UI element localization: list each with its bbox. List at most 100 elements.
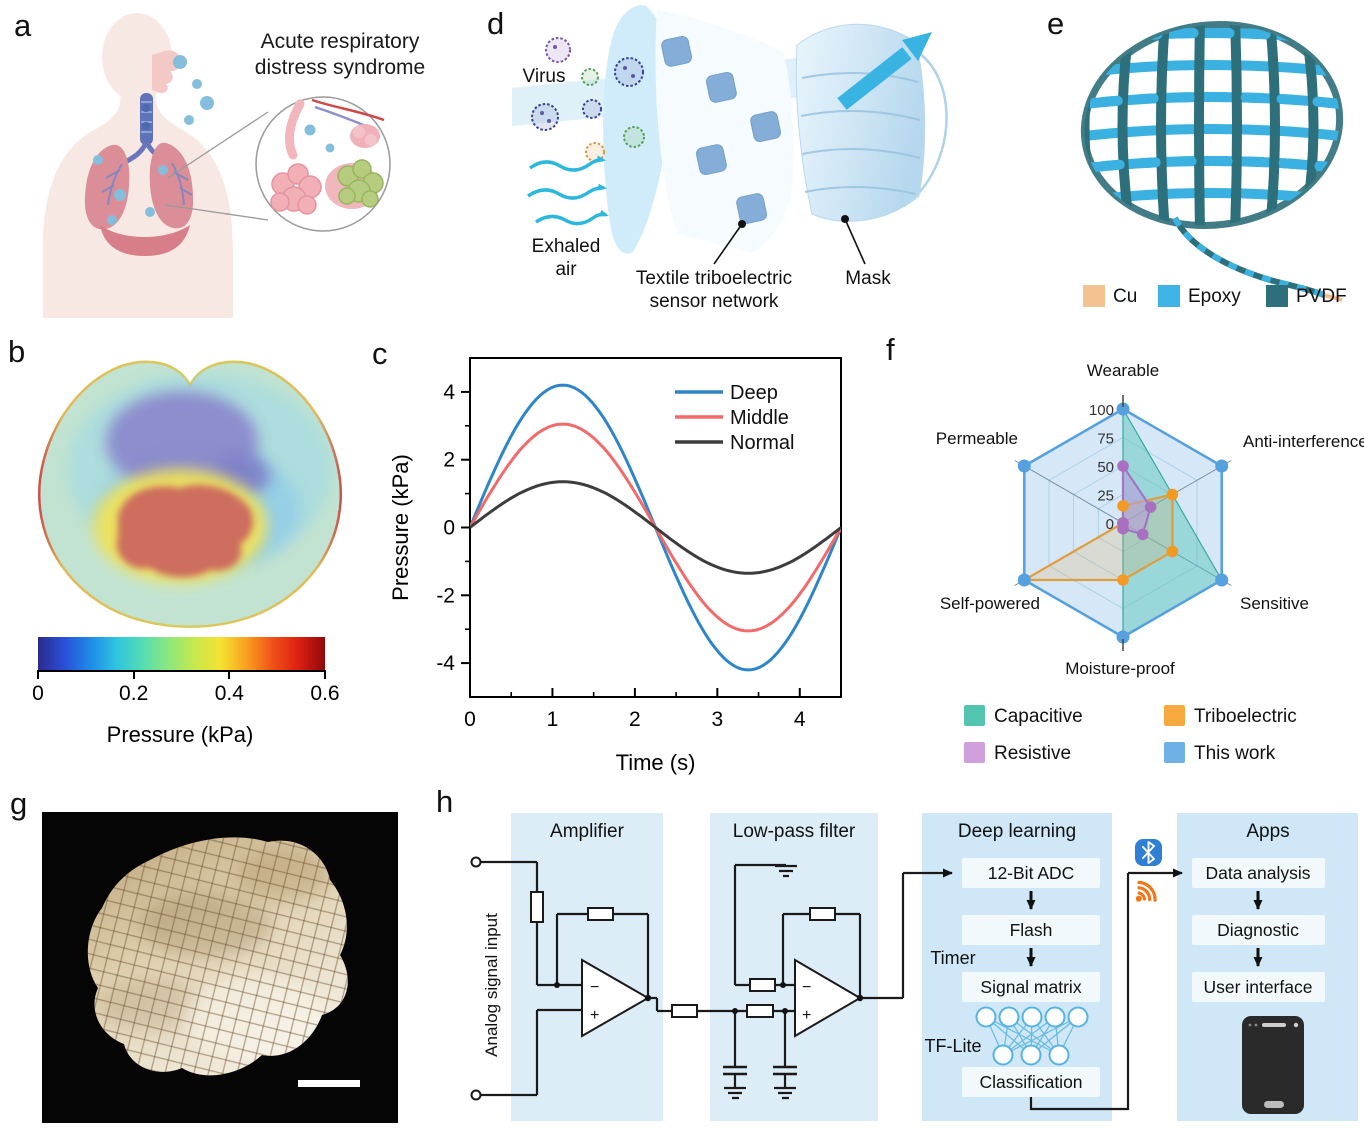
radar-dot bbox=[1117, 500, 1129, 512]
panel-label-c: c bbox=[372, 336, 388, 371]
filter-layer bbox=[603, 5, 671, 254]
scale-bar bbox=[298, 1080, 360, 1087]
radar-dot bbox=[1215, 459, 1229, 473]
panel-label-a: a bbox=[14, 8, 32, 43]
radar-dot bbox=[1117, 517, 1129, 529]
radar-dot bbox=[1166, 488, 1179, 501]
flash-box: Flash bbox=[1010, 920, 1053, 940]
bluetooth-icon bbox=[1135, 839, 1162, 866]
pressure-map bbox=[37, 360, 343, 628]
opamp2-plus: + bbox=[802, 1007, 811, 1024]
legend-label: Normal bbox=[730, 432, 794, 454]
panel-g-photo bbox=[42, 812, 398, 1123]
opamp-icon: − + − + bbox=[581, 958, 862, 1038]
y-axis-label: Pressure (kPa) bbox=[388, 454, 413, 601]
apps-title: Apps bbox=[1246, 821, 1289, 842]
cu-swatch bbox=[1083, 285, 1105, 307]
colorbar-tick-label: 0.6 bbox=[310, 682, 340, 705]
legend-label: Resistive bbox=[994, 743, 1071, 764]
colorbar-tick-label: 0 bbox=[32, 682, 44, 705]
colorbar-tick bbox=[324, 670, 326, 679]
capacitors bbox=[723, 1065, 797, 1076]
lowpass-title: Low-pass filter bbox=[733, 821, 856, 842]
x-tick-label: 3 bbox=[711, 708, 723, 731]
radar-spoke bbox=[1014, 460, 1124, 524]
virus-dots bbox=[540, 45, 635, 123]
radar-tick-label: 75 bbox=[1097, 431, 1114, 448]
colorbar-tick bbox=[37, 670, 39, 679]
y-tick-label: 4 bbox=[443, 381, 455, 404]
legend-label: Capacitive bbox=[994, 706, 1083, 727]
legend-swatch bbox=[964, 705, 985, 726]
epoxy-label: Epoxy bbox=[1188, 286, 1241, 307]
panel-label-h: h bbox=[436, 784, 454, 819]
ear-loop bbox=[913, 48, 948, 197]
radar-axis-label: Sensitive bbox=[1240, 594, 1309, 613]
sensor-lead-wire bbox=[1172, 216, 1343, 302]
radar-dot bbox=[1017, 459, 1031, 473]
circuit-wires bbox=[480, 860, 1183, 1111]
exhaled-air-arrows bbox=[527, 155, 609, 226]
radar-dot bbox=[1215, 573, 1229, 587]
legend-label: Deep bbox=[730, 382, 778, 404]
panel-label-e: e bbox=[1047, 6, 1065, 41]
human-body-icon bbox=[43, 13, 233, 318]
epoxy-swatch bbox=[1158, 285, 1180, 307]
virus-icon bbox=[93, 55, 214, 225]
panel-label-f: f bbox=[886, 332, 895, 367]
neural-network-icon bbox=[975, 1006, 1089, 1066]
signal-matrix-box: Signal matrix bbox=[980, 977, 1081, 997]
x-tick-label: 1 bbox=[547, 708, 559, 731]
legend-swatch bbox=[1164, 742, 1185, 763]
virus-label: Virus bbox=[523, 66, 566, 87]
classification-box: Classification bbox=[979, 1072, 1082, 1092]
sensor-network-label-line2: sensor network bbox=[650, 291, 779, 312]
opamp1-plus: + bbox=[590, 1007, 599, 1024]
exhaled-air-label-line2: air bbox=[555, 259, 577, 280]
radar-dot bbox=[1116, 630, 1130, 644]
panel-b: 0 0.2 0.4 0.6 Pressure (kPa) bbox=[0, 330, 430, 780]
radar-tick-label: 25 bbox=[1097, 488, 1114, 505]
sensor-textile-layer bbox=[655, 10, 795, 253]
legend-swatch bbox=[964, 742, 985, 763]
colorbar-tick bbox=[228, 670, 231, 679]
opamp1-minus: − bbox=[590, 979, 599, 996]
resistors bbox=[530, 891, 836, 1018]
line-series-normal bbox=[470, 480, 841, 575]
deep-learning-title: Deep learning bbox=[958, 821, 1076, 842]
panel-a-caption-line1: Acute respiratory bbox=[261, 30, 420, 53]
y-tick-label: 0 bbox=[443, 517, 455, 540]
x-tick-label: 4 bbox=[794, 708, 806, 731]
tf-lite-label: TF-Lite bbox=[924, 1036, 981, 1056]
wireless-signal-icon bbox=[1135, 880, 1157, 902]
legend-label: Triboelectric bbox=[1194, 706, 1297, 727]
ground-icon bbox=[724, 864, 797, 1100]
y-tick-label: 2 bbox=[443, 449, 455, 472]
woven-sensor-dome bbox=[1072, 13, 1352, 302]
x-axis-label: Time (s) bbox=[616, 750, 696, 775]
radar-axis-label: Permeable bbox=[936, 429, 1018, 448]
radar-axis-label: Self-powered bbox=[940, 594, 1040, 613]
apps-pipeline: Data analysis Diagnostic User interface bbox=[1192, 858, 1325, 1114]
pvdf-swatch bbox=[1266, 285, 1288, 307]
user-interface-box: User interface bbox=[1204, 977, 1313, 997]
radar-dot bbox=[1117, 574, 1129, 586]
virus-icon bbox=[531, 37, 645, 162]
y-tick-label: -2 bbox=[436, 584, 455, 607]
cu-label: Cu bbox=[1113, 286, 1137, 307]
input-terminal-top bbox=[470, 856, 482, 868]
panel-a-illustration: Acute respiratory distress syndrome bbox=[43, 13, 425, 318]
colorbar-tick-label: 0.2 bbox=[119, 682, 149, 705]
junction-dots bbox=[554, 982, 864, 1014]
radar-tick-label: 50 bbox=[1097, 459, 1114, 476]
x-tick-label: 2 bbox=[629, 708, 641, 731]
panel-e-illustration: Cu Epoxy PVDF bbox=[1072, 13, 1352, 307]
radar-tick-label: 100 bbox=[1089, 402, 1114, 419]
timer-label: Timer bbox=[930, 948, 975, 968]
panel-label-b: b bbox=[8, 334, 26, 369]
sensor-network-label-line1: Textile triboelectric bbox=[636, 268, 792, 289]
colorbar bbox=[38, 637, 325, 672]
textile-sample-photo bbox=[87, 837, 348, 1076]
radar-dot bbox=[1166, 545, 1179, 558]
